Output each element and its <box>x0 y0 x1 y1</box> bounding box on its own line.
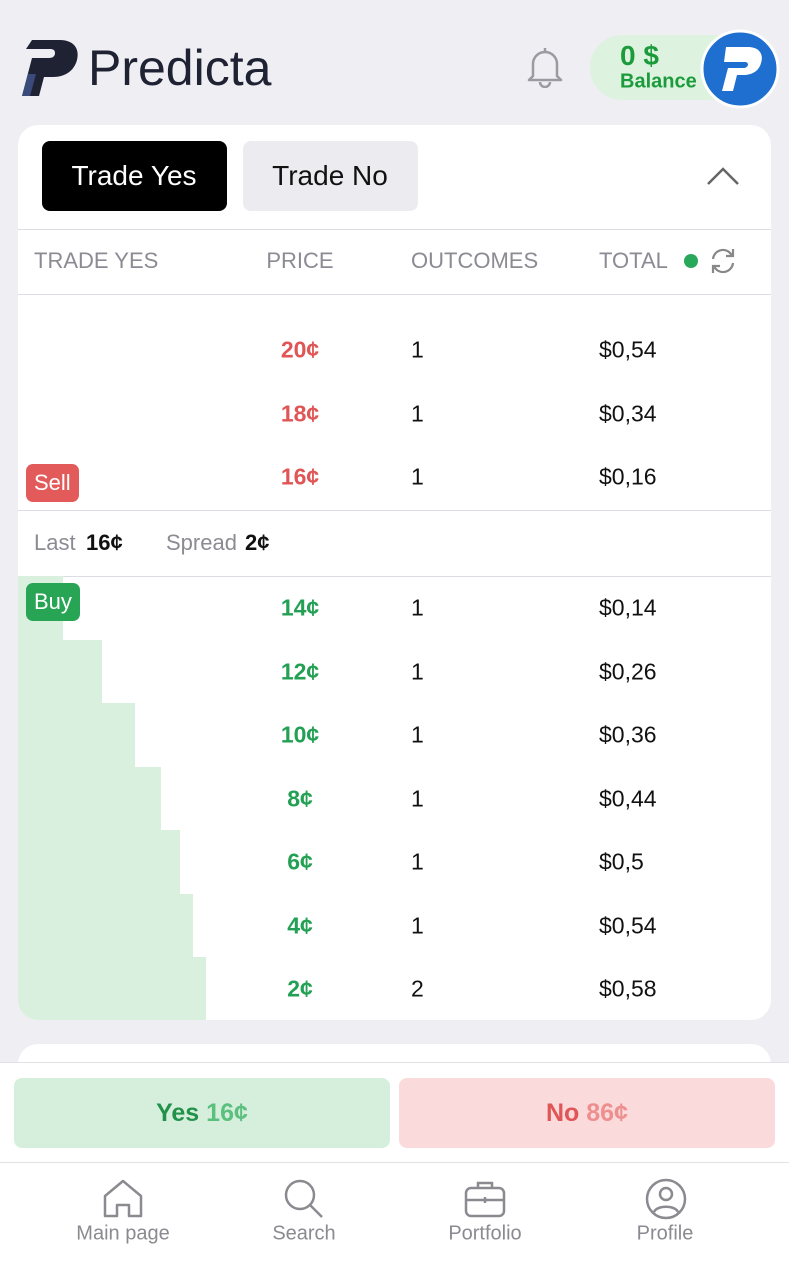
last-value: 16¢ <box>86 530 123 555</box>
column-header: TOTAL <box>599 248 668 273</box>
column-header: PRICE <box>266 248 334 273</box>
last-label: Last <box>34 530 76 555</box>
depth-bar <box>18 703 135 767</box>
price: 16¢ <box>280 463 320 490</box>
divider <box>0 1162 789 1163</box>
portfolio-icon[interactable] <box>464 1178 506 1220</box>
total: $0,36 <box>599 721 657 748</box>
outcomes: 1 <box>411 594 424 621</box>
price: 18¢ <box>280 400 320 426</box>
sell-badge: Sell <box>26 464 79 502</box>
divider <box>18 576 771 577</box>
live-dot <box>684 254 698 268</box>
yes-button[interactable]: Yes 16¢ <box>14 1078 390 1148</box>
total: $0,54 <box>599 336 657 363</box>
no-price: 86¢ <box>586 1098 628 1127</box>
divider <box>18 294 771 295</box>
price: 12¢ <box>280 658 320 684</box>
outcomes: 1 <box>411 721 424 748</box>
total: $0,5 <box>599 848 644 875</box>
no-button[interactable]: No 86¢ <box>399 1078 775 1148</box>
outcomes: 1 <box>411 336 424 363</box>
avatar[interactable] <box>700 29 780 109</box>
logo-text: Predicta <box>88 40 272 96</box>
bell-icon[interactable] <box>525 46 565 88</box>
outcomes: 1 <box>411 463 424 490</box>
buy-badge: Buy <box>26 583 80 621</box>
depth-bar <box>18 893 194 957</box>
tab-label: Trade No <box>272 160 388 191</box>
total: $0,34 <box>599 400 657 426</box>
logo-icon <box>22 40 78 96</box>
tab-trade-yes[interactable] <box>42 141 227 211</box>
yes-label: Yes <box>156 1098 200 1127</box>
outcomes: 1 <box>411 912 424 938</box>
nav-label[interactable]: Main page <box>76 1222 170 1245</box>
outcomes: 1 <box>411 400 424 426</box>
tab-trade-no[interactable] <box>243 141 418 211</box>
search-icon[interactable] <box>283 1178 325 1220</box>
spread-label: Spread <box>166 530 237 555</box>
column-header: TRADE YES <box>34 248 159 273</box>
refresh-icon[interactable] <box>708 246 738 276</box>
price: 20¢ <box>280 336 320 363</box>
depth-bar <box>18 957 206 1020</box>
total: $0,26 <box>599 658 657 684</box>
price: 4¢ <box>287 912 313 938</box>
profile-icon[interactable] <box>645 1178 687 1220</box>
price: 10¢ <box>280 721 320 748</box>
tab-label: Trade Yes <box>71 160 197 191</box>
outcomes: 1 <box>411 658 424 684</box>
divider <box>18 229 771 230</box>
depth-bar <box>18 766 161 830</box>
total: $0,54 <box>599 912 657 938</box>
total: $0,58 <box>599 975 657 1002</box>
outcomes: 1 <box>411 785 424 811</box>
nav-label[interactable]: Portfolio <box>448 1222 522 1245</box>
depth-bar <box>18 639 103 703</box>
price: 2¢ <box>287 975 313 1002</box>
depth-bar <box>18 830 181 894</box>
divider <box>18 510 771 511</box>
price: 6¢ <box>287 848 313 875</box>
spread-value: 2¢ <box>245 530 270 555</box>
yes-price: 16¢ <box>206 1098 248 1127</box>
outcomes: 2 <box>411 975 424 1002</box>
no-label: No <box>546 1098 580 1127</box>
balance-amount: 0 $ <box>620 40 659 71</box>
total: $0,14 <box>599 594 657 621</box>
collapse-icon[interactable] <box>706 164 740 186</box>
price: 8¢ <box>287 785 313 811</box>
price: 14¢ <box>280 594 320 621</box>
home-icon[interactable] <box>102 1178 144 1220</box>
nav-label[interactable]: Search <box>272 1222 336 1245</box>
outcomes: 1 <box>411 848 424 875</box>
balance-label: Balance <box>620 70 697 93</box>
nav-label[interactable]: Profile <box>636 1222 694 1245</box>
column-header: OUTCOMES <box>411 248 539 273</box>
total: $0,44 <box>599 785 657 811</box>
total: $0,16 <box>599 463 657 490</box>
